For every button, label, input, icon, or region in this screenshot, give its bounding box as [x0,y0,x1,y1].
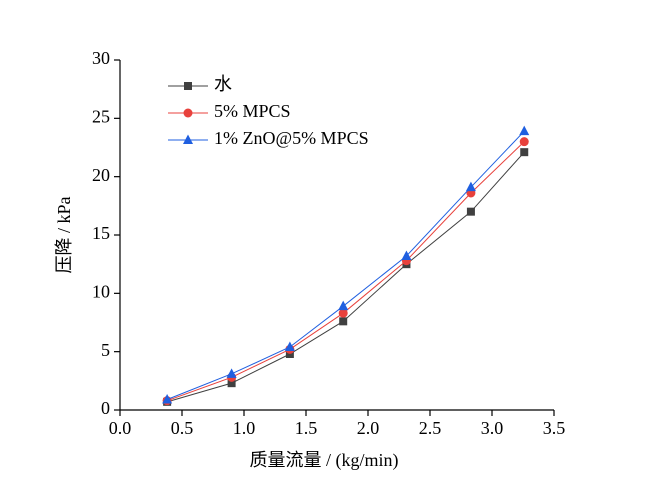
y-axis-label: 压降 / kPa [54,196,74,273]
x-tick-label: 1.5 [295,418,318,438]
legend-marker [184,82,192,90]
legend-marker [183,108,193,118]
x-tick-label: 2.0 [357,418,380,438]
marker [519,137,529,147]
marker [227,379,236,388]
y-tick-label: 10 [92,281,110,301]
y-tick-label: 15 [92,223,110,243]
legend-label: 5% MPCS [214,101,291,121]
x-tick-label: 0.0 [109,418,132,438]
y-tick-label: 20 [92,165,110,185]
y-tick-label: 0 [101,398,110,418]
marker [226,368,237,378]
marker [338,300,349,311]
marker [520,148,529,157]
legend-label: 水 [214,74,232,94]
series-line [166,141,525,402]
marker [465,181,476,192]
marker [162,394,173,404]
x-tick-label: 3.0 [481,418,504,438]
x-tick-label: 0.5 [171,418,194,438]
marker [284,341,295,351]
x-tick-label: 1.0 [233,418,256,438]
y-tick-label: 25 [92,106,110,126]
legend-marker [183,134,193,144]
x-tick-label: 3.5 [543,418,566,438]
marker [338,308,348,318]
marker [466,207,475,216]
y-tick-label: 30 [92,48,110,68]
marker [285,350,294,358]
marker [339,317,348,326]
y-tick-label: 5 [101,340,110,360]
series-line [166,130,525,400]
x-tick-label: 2.5 [419,418,442,438]
legend-label: 1% ZnO@5% MPCS [214,128,369,148]
marker [519,125,530,136]
x-axis-label: 质量流量 / (kg/min) [250,450,399,471]
marker [401,250,412,260]
